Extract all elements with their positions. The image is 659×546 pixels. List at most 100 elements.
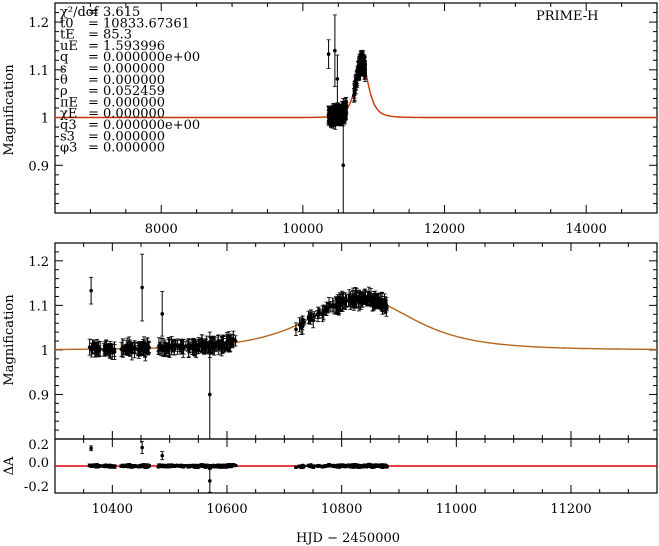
y-tick-label-top-1: 1: [41, 112, 49, 127]
param-value-9: = 0.000000: [88, 107, 165, 122]
data-mid-point: [299, 321, 304, 325]
data-mid-point: [112, 350, 117, 354]
data-mid-point: [193, 345, 198, 349]
data-resid-point: [131, 464, 135, 468]
param-label-7: ρ: [60, 84, 68, 99]
x-tick-label-bottom-10400: 10400: [92, 502, 133, 517]
data-top-point: [333, 48, 337, 53]
data-resid-point: [320, 464, 325, 469]
y-axis-label-residual: ΔA: [2, 456, 17, 475]
x-tick-label-bottom-11000: 11000: [436, 502, 477, 517]
data-mid-point: [87, 345, 92, 349]
y-tick-label-mid-0.9: 0.9: [28, 388, 49, 403]
panel-full-lightcurve: 8000 10000 12000 14000 0.9 1 1.1 1.2: [28, 2, 658, 237]
param-value-1: = 10833.67361: [88, 16, 190, 31]
data-mid-point: [317, 310, 322, 315]
data-mid-point: [329, 304, 333, 309]
data-resid-point: [340, 464, 344, 468]
data-resid-point: [233, 463, 238, 468]
data-resid-point: [89, 446, 93, 451]
param-label-8: πE: [60, 95, 78, 110]
data-top-point: [357, 64, 362, 69]
param-label-6: θ: [60, 73, 68, 88]
param-value-5: = 0.000000: [88, 62, 165, 77]
data-mid-point: [216, 340, 221, 345]
data-resid-point: [193, 464, 198, 469]
data-mid-point: [343, 298, 348, 302]
data-mid-point: [139, 347, 144, 352]
data-resid-point: [112, 465, 117, 469]
data-resid-point: [224, 464, 229, 468]
y-tick-label-top-1.1: 1.1: [28, 64, 49, 79]
data-resid-point: [188, 463, 192, 468]
residual-tick-label-2: -0.2: [24, 480, 49, 495]
data-mid-point: [162, 347, 167, 352]
data-resid-point: [95, 462, 99, 467]
param-value-7: = 0.052459: [88, 84, 165, 99]
param-label-1: t0: [60, 16, 74, 31]
data-mid-point: [125, 344, 129, 349]
data-top-point: [363, 65, 367, 69]
x-tick-label-top-10000: 10000: [282, 222, 323, 237]
data-resid-point: [300, 465, 305, 470]
y-tick-label-mid-1.2: 1.2: [28, 255, 49, 270]
y-tick-label-top-1.2: 1.2: [28, 16, 49, 31]
panel-zoomed-lightcurve: 0.9 1 1.1 1.2: [28, 242, 658, 440]
data-mid-point: [180, 345, 184, 350]
data-mid-point: [233, 339, 238, 343]
param-value-6: = 0.000000: [88, 73, 165, 88]
x-tick-label-bottom-10800: 10800: [321, 502, 362, 517]
data-resid-point: [208, 479, 212, 483]
data-resid-point: [383, 463, 388, 468]
data-top-point: [341, 163, 346, 168]
y-tick-label-top-0.9: 0.9: [28, 159, 49, 174]
data-resid-point: [216, 463, 221, 468]
data-mid-point: [362, 294, 366, 299]
param-label-9: χE: [60, 107, 77, 122]
data-top-point: [352, 90, 357, 95]
x-tick-label-top-14000: 14000: [565, 222, 606, 237]
param-value-8: = 0.000000: [88, 95, 165, 110]
data-mid-point: [95, 342, 99, 347]
data-mid-point: [385, 306, 389, 310]
data-mid-point: [199, 341, 204, 345]
data-resid-point: [123, 464, 128, 469]
data-mid-point: [170, 344, 175, 349]
data-mid-point: [224, 342, 229, 346]
data-resid-point: [180, 464, 184, 469]
param-label-4: q: [60, 50, 68, 65]
data-mid-point: [383, 300, 388, 305]
param-label-11: s3: [60, 129, 75, 144]
data-resid-point: [140, 445, 144, 450]
data-resid-point: [294, 465, 298, 469]
panel-residuals: 10400 10600 10800 11000 11200 0.2 0.0 -0.2: [24, 438, 658, 517]
data-resid-point: [306, 463, 311, 468]
data-mid-point: [202, 345, 206, 349]
param-value-4: = 0.000000e+00: [88, 50, 200, 65]
param-value-12: = 0.000000: [88, 141, 165, 156]
data-top-point: [353, 80, 358, 85]
x-tick-label-top-12000: 12000: [424, 222, 465, 237]
data-mid-point: [320, 312, 325, 316]
param-label-2: tE: [60, 28, 75, 43]
data-mid-point: [175, 343, 179, 347]
data-mid-point: [146, 349, 150, 354]
param-value-0: = 3.615: [88, 5, 140, 20]
data-resid-point: [343, 463, 348, 468]
data-top-point: [335, 77, 340, 81]
data-mid-point: [107, 349, 112, 354]
data-mid-point: [165, 345, 169, 350]
y-axis-label-top: Magnification: [2, 64, 17, 156]
data-resid-point: [139, 464, 144, 469]
data-resid-point: [329, 463, 333, 468]
data-mid-point: [208, 392, 212, 397]
x-axis-label: HJD − 2450000: [296, 531, 400, 546]
param-label-12: φ3: [60, 141, 77, 156]
data-mid-point: [365, 296, 370, 301]
data-mid-point: [306, 315, 311, 320]
residual-tick-label-1: 0.0: [28, 456, 49, 471]
data-mid-point: [159, 347, 164, 351]
param-label-0: χ²/dof: [60, 5, 100, 20]
data-mid-point: [373, 299, 378, 304]
data-mid-point: [340, 300, 344, 304]
